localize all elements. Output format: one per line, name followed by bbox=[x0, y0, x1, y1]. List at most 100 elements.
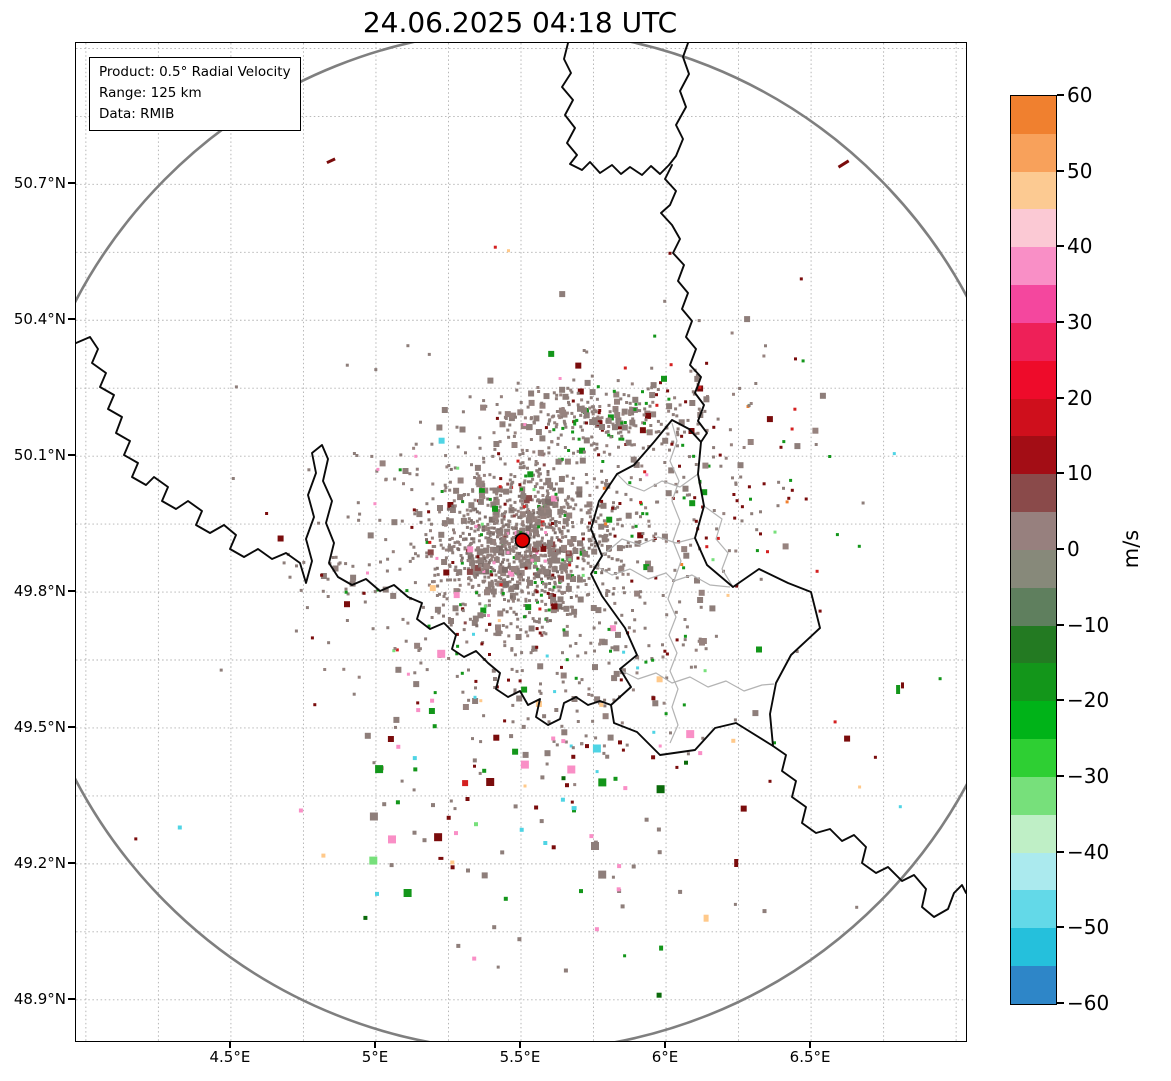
y-tick-mark bbox=[68, 997, 75, 1000]
colorbar-segment bbox=[1011, 814, 1056, 853]
country-border bbox=[76, 336, 612, 726]
x-tick-label: 6°E bbox=[651, 1048, 679, 1066]
country-border bbox=[561, 43, 690, 176]
colorbar-tick-label: 30 bbox=[1067, 310, 1093, 334]
y-tick-mark bbox=[68, 861, 75, 864]
colorbar-tick-label: 20 bbox=[1067, 385, 1093, 410]
colorbar-tick-mark bbox=[1057, 850, 1064, 853]
isolated-echo bbox=[659, 945, 664, 951]
radar-map-canvas bbox=[76, 43, 966, 1041]
colorbar-segment bbox=[1011, 171, 1056, 210]
colorbar-tick-mark bbox=[1057, 1002, 1064, 1004]
info-range: Range: 125 km bbox=[99, 84, 202, 101]
colorbar-tick-label: −40 bbox=[1067, 839, 1110, 864]
colorbar-tick-mark bbox=[1057, 548, 1064, 550]
isolated-echo bbox=[837, 159, 850, 169]
district-border bbox=[667, 580, 679, 744]
x-tick-mark bbox=[664, 1041, 667, 1048]
isolated-echo bbox=[571, 806, 577, 811]
colorbar-tick-label: −50 bbox=[1067, 915, 1110, 940]
colorbar-tick-label: −60 bbox=[1067, 991, 1110, 1015]
colorbar-tick-mark bbox=[1057, 699, 1064, 702]
colorbar-segment bbox=[1011, 133, 1056, 172]
country-border bbox=[590, 419, 821, 756]
y-tick-label: 49.8°N bbox=[13, 582, 66, 601]
colorbar-segment bbox=[1011, 322, 1056, 361]
colorbar-tick-mark bbox=[1057, 396, 1064, 399]
x-tick-label: 5.5°E bbox=[499, 1048, 541, 1066]
y-tick-label: 49.5°N bbox=[13, 717, 66, 736]
colorbar-tick-mark bbox=[1057, 245, 1064, 248]
district-border bbox=[601, 536, 696, 557]
x-tick-mark bbox=[519, 1041, 521, 1048]
colorbar-unit-label: m/s bbox=[1119, 529, 1143, 569]
x-tick-mark bbox=[373, 1041, 376, 1048]
colorbar-segment bbox=[1011, 890, 1056, 929]
y-tick-mark bbox=[68, 454, 75, 457]
district-border bbox=[616, 473, 699, 492]
colorbar-tick-label: 40 bbox=[1067, 234, 1093, 259]
colorbar-tick-mark bbox=[1057, 169, 1064, 172]
colorbar-tick-mark bbox=[1057, 623, 1064, 626]
colorbar-tick-mark bbox=[1057, 472, 1064, 475]
colorbar-segment bbox=[1011, 247, 1056, 286]
radar-site-marker bbox=[514, 532, 531, 549]
y-tick-mark bbox=[68, 590, 75, 593]
y-tick-label: 50.4°N bbox=[13, 310, 66, 329]
x-tick-label: 6.5°E bbox=[789, 1048, 831, 1066]
district-border bbox=[669, 422, 682, 582]
echo-pixels bbox=[134, 157, 942, 998]
isolated-echo bbox=[656, 992, 662, 998]
isolated-echo bbox=[734, 859, 739, 867]
country-border bbox=[660, 164, 708, 443]
colorbar-segment bbox=[1011, 776, 1056, 815]
y-tick-mark bbox=[68, 318, 75, 321]
colorbar-segment bbox=[1011, 285, 1056, 323]
colorbar-segment bbox=[1011, 739, 1056, 777]
isolated-echo bbox=[901, 682, 904, 689]
colorbar-segment bbox=[1011, 96, 1056, 134]
info-data-source: Data: RMIB bbox=[99, 105, 175, 122]
colorbar-segment bbox=[1011, 549, 1056, 588]
country-border bbox=[772, 745, 966, 918]
x-tick-mark bbox=[809, 1041, 812, 1048]
colorbar-segment bbox=[1011, 360, 1056, 399]
y-tick-label: 50.1°N bbox=[13, 446, 66, 465]
x-tick-label: 5°E bbox=[361, 1048, 389, 1066]
y-tick-mark bbox=[68, 182, 75, 185]
colorbar-segment bbox=[1011, 512, 1056, 550]
isolated-echo bbox=[579, 889, 583, 894]
colorbar-tick-label: 0 bbox=[1067, 537, 1080, 561]
district-border bbox=[593, 564, 731, 588]
colorbar-segment bbox=[1011, 209, 1056, 248]
colorbar-tick-mark bbox=[1057, 94, 1064, 96]
colorbar-segment bbox=[1011, 436, 1056, 475]
colorbar-segment bbox=[1011, 966, 1056, 1004]
colorbar-segment bbox=[1011, 474, 1056, 513]
isolated-echo bbox=[438, 856, 444, 860]
colorbar-tick-label: −30 bbox=[1067, 764, 1110, 788]
colorbar-segment bbox=[1011, 701, 1056, 740]
plot-title: 24.06.2025 04:18 UTC bbox=[362, 6, 678, 39]
x-tick-mark bbox=[228, 1041, 231, 1048]
colorbar-tick-label: 10 bbox=[1067, 461, 1093, 486]
colorbar-segment bbox=[1011, 663, 1056, 702]
district-border bbox=[703, 505, 734, 588]
y-tick-label: 48.9°N bbox=[13, 989, 66, 1008]
colorbar-segment bbox=[1011, 852, 1056, 891]
colorbar-tick-label: −10 bbox=[1067, 612, 1110, 637]
colorbar-segment bbox=[1011, 625, 1056, 664]
x-tick-label: 4.5°E bbox=[209, 1048, 251, 1066]
colorbar-tick-label: 60 bbox=[1067, 83, 1093, 107]
y-tick-label: 50.7°N bbox=[13, 174, 66, 193]
y-tick-mark bbox=[68, 725, 75, 728]
colorbar-segment bbox=[1011, 587, 1056, 626]
colorbar-segment bbox=[1011, 398, 1056, 437]
colorbar-tick-mark bbox=[1057, 775, 1064, 777]
colorbar-tick-mark bbox=[1057, 321, 1064, 323]
info-product: Product: 0.5° Radial Velocity bbox=[99, 64, 291, 80]
map-plot: Product: 0.5° Radial Velocity Range: 125… bbox=[75, 42, 967, 1042]
colorbar-tick-mark bbox=[1057, 926, 1064, 929]
isolated-echo bbox=[454, 831, 458, 836]
